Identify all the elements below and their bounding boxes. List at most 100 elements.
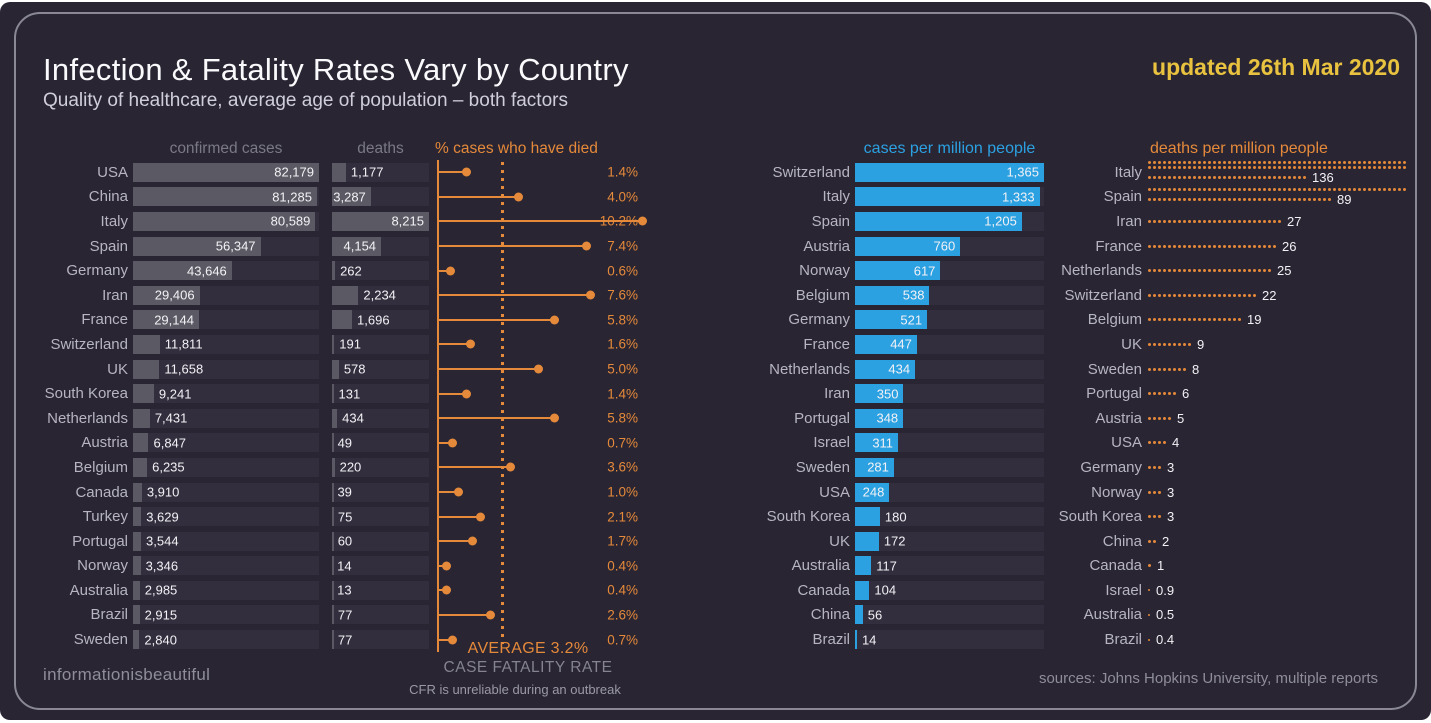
death-dot-icon bbox=[1263, 197, 1266, 201]
confirmed-cases-bar bbox=[133, 162, 319, 182]
death-dot-icon bbox=[1223, 197, 1226, 201]
death-dot-icon bbox=[1203, 293, 1206, 297]
country-label: Belgium bbox=[795, 286, 850, 304]
cfr-stem bbox=[438, 392, 466, 395]
death-dot-icon bbox=[1168, 392, 1171, 396]
deaths-value: 2,234 bbox=[363, 287, 396, 303]
death-dot-icon bbox=[1148, 490, 1151, 494]
death-dot-icon bbox=[1283, 175, 1286, 179]
confirmed-cases-track: 2,840 bbox=[133, 630, 319, 650]
cfr-value: 0.6% bbox=[607, 263, 638, 279]
cases-per-million-bar bbox=[855, 605, 863, 625]
death-dot-icon bbox=[1378, 187, 1381, 191]
country-label: Norway bbox=[799, 262, 850, 280]
cfr-value: 10.2% bbox=[599, 213, 638, 229]
death-dot-icon bbox=[1178, 160, 1181, 164]
cfr-cell: 7.6% bbox=[438, 283, 650, 308]
death-dot-icon bbox=[1248, 175, 1251, 179]
death-dot-icon bbox=[1298, 165, 1301, 169]
deaths-per-million-section: deaths per million people Italy 136 Spain 8… bbox=[1050, 140, 1420, 670]
death-dot-icon bbox=[1148, 342, 1151, 346]
death-dot-icon bbox=[1223, 219, 1226, 223]
cfr-stem bbox=[438, 294, 590, 297]
death-dot-icon bbox=[1158, 318, 1161, 322]
confirmed-cases-bar bbox=[133, 384, 154, 404]
death-dot-icon bbox=[1183, 187, 1186, 191]
table-row: Iran 29,406 2,234 7.6% bbox=[43, 283, 723, 308]
death-dot-icon bbox=[1168, 160, 1171, 164]
death-dot-icon bbox=[1153, 490, 1156, 494]
brand-logo-text: informationisbeautiful bbox=[43, 665, 211, 684]
death-dot-icon bbox=[1273, 244, 1276, 248]
average-cfr-label: AVERAGE 3.2% bbox=[467, 640, 589, 657]
death-dot-icon bbox=[1163, 175, 1166, 179]
death-dot-icon bbox=[1168, 367, 1171, 371]
cases-per-million-row: Netherlands 434 bbox=[732, 357, 1044, 382]
country-label: USA bbox=[97, 163, 128, 181]
cases-per-million-value: 538 bbox=[902, 287, 925, 303]
death-dot-icon bbox=[1158, 465, 1161, 469]
death-dot-icon bbox=[1188, 197, 1191, 201]
death-dot-icon bbox=[1173, 342, 1176, 346]
country-label: South Korea bbox=[766, 508, 850, 526]
death-dot-icon bbox=[1178, 165, 1181, 169]
death-dot-icon bbox=[1158, 165, 1161, 169]
table-row: Italy 80,589 8,215 10.2% bbox=[43, 209, 723, 234]
deaths-bar bbox=[332, 384, 334, 404]
cfr-value: 7.6% bbox=[607, 287, 638, 303]
confirmed-cases-value: 6,847 bbox=[153, 435, 187, 451]
death-dot-icon bbox=[1368, 160, 1371, 164]
table-row: South Korea 9,241 131 1.4% bbox=[43, 381, 723, 406]
deaths-bar bbox=[332, 531, 334, 551]
country-label: Brazil bbox=[812, 631, 850, 649]
death-dot-icon bbox=[1188, 269, 1191, 273]
cases-per-million-bar bbox=[855, 433, 899, 453]
death-dot-icon bbox=[1198, 244, 1201, 248]
confirmed-cases-track: 7,431 bbox=[133, 408, 319, 428]
deaths-per-million-row: USA 4 bbox=[1050, 431, 1412, 456]
death-dot-icon bbox=[1208, 318, 1211, 322]
deaths-per-million-row: China 2 bbox=[1050, 529, 1412, 554]
deaths-track: 49 bbox=[332, 433, 429, 453]
country-label: Australia bbox=[69, 581, 128, 599]
death-dot-icon bbox=[1268, 160, 1271, 164]
cfr-stem bbox=[438, 515, 480, 518]
death-dot-icon bbox=[1253, 219, 1256, 223]
table-row: Spain 56,347 4,154 7.4% bbox=[43, 234, 723, 259]
cases-per-million-bar bbox=[855, 556, 872, 576]
confirmed-cases-track: 29,144 bbox=[133, 310, 319, 330]
death-dot-icon bbox=[1178, 318, 1181, 322]
deaths-per-million-row: UK 9 bbox=[1050, 332, 1412, 357]
death-dot-icon bbox=[1148, 197, 1151, 201]
confirmed-cases-track: 9,241 bbox=[133, 384, 319, 404]
confirmed-cases-track: 6,847 bbox=[133, 433, 319, 453]
death-dot-icon bbox=[1233, 197, 1236, 201]
death-dot-icon bbox=[1173, 244, 1176, 248]
cfr-dot-icon bbox=[465, 339, 475, 349]
death-dot-icon bbox=[1183, 175, 1186, 179]
death-dot-icon bbox=[1163, 197, 1166, 201]
cases-per-million-track: 1,365 bbox=[855, 162, 1044, 182]
country-label: Belgium bbox=[73, 458, 128, 476]
death-dot-icon bbox=[1378, 165, 1381, 169]
cfr-value: 2.6% bbox=[607, 607, 638, 623]
deaths-per-million-row: Italy 136 bbox=[1050, 160, 1412, 185]
country-label: Germany bbox=[1080, 458, 1142, 476]
country-label: Brazil bbox=[1104, 631, 1142, 649]
confirmed-cases-bar bbox=[133, 359, 160, 379]
deaths-per-million-dots: 0.4 bbox=[1148, 633, 1410, 646]
death-dot-icon bbox=[1263, 244, 1266, 248]
death-dot-icon bbox=[1393, 187, 1396, 191]
deaths-bar bbox=[332, 556, 334, 576]
deaths-per-million-value: 0.9 bbox=[1156, 582, 1175, 598]
death-dot-icon bbox=[1173, 219, 1176, 223]
deaths-per-million-rows: Italy 136 Spain 89 Iran 27 France 26 Netherlands… bbox=[1050, 160, 1412, 652]
deaths-per-million-dots: 26 bbox=[1148, 240, 1410, 253]
death-dot-icon bbox=[1263, 187, 1266, 191]
death-dot-icon bbox=[1368, 187, 1371, 191]
death-dot-icon bbox=[1218, 160, 1221, 164]
death-dot-icon bbox=[1298, 197, 1301, 201]
death-dot-icon bbox=[1333, 165, 1336, 169]
cases-per-million-bar bbox=[855, 457, 894, 477]
death-dot-icon bbox=[1298, 160, 1301, 164]
